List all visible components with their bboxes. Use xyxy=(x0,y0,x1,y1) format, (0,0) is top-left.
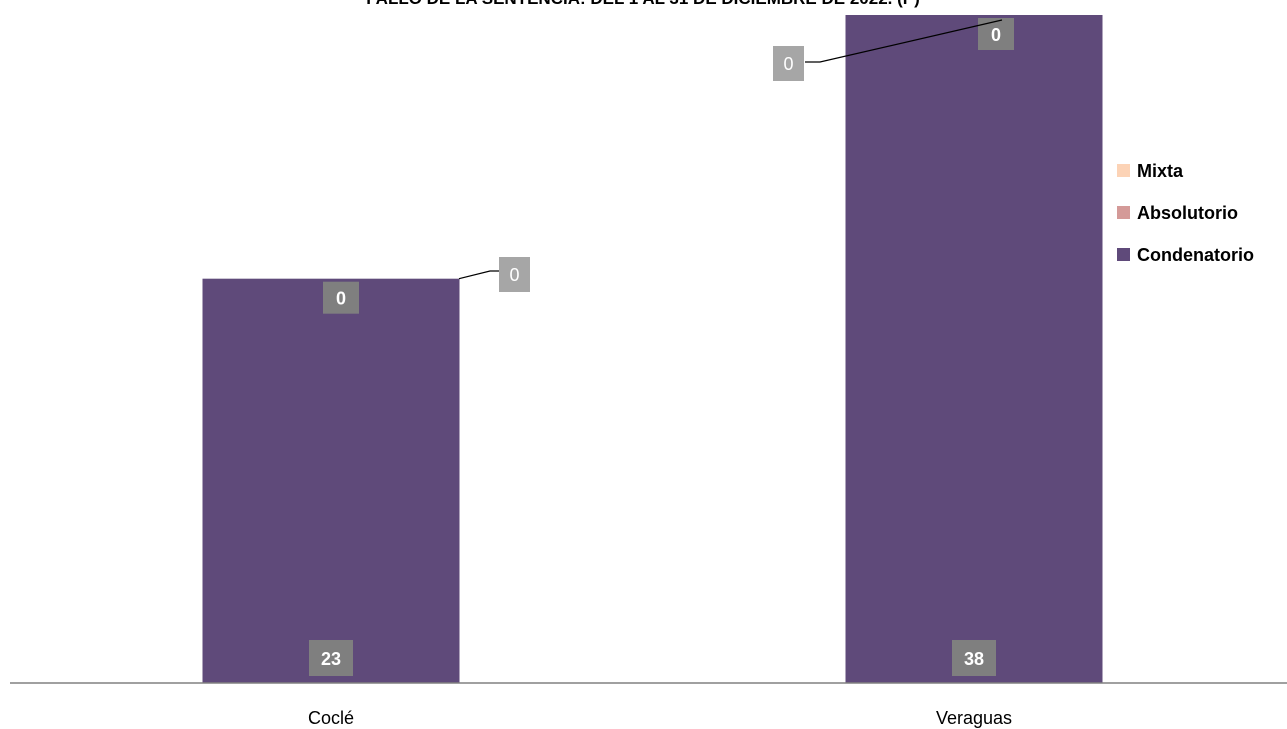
data-label-box xyxy=(773,46,804,81)
category-labels-layer: Coclé Veraguas xyxy=(308,708,1012,728)
legend-swatch xyxy=(1117,164,1130,177)
data-label-text: 0 xyxy=(336,289,346,309)
legend-item-absolutorio: Absolutorio xyxy=(1117,203,1238,223)
legend-label: Absolutorio xyxy=(1137,203,1238,223)
data-label-text: 0 xyxy=(509,265,519,285)
legend-label: Mixta xyxy=(1137,161,1184,181)
category-label-veraguas: Veraguas xyxy=(936,708,1012,728)
callout-leader-line xyxy=(805,19,1003,63)
bars-layer xyxy=(202,15,1103,683)
legend-swatch xyxy=(1117,206,1130,219)
data-label-text: 38 xyxy=(964,649,984,669)
legend: Mixta Absolutorio Condenatorio xyxy=(1117,161,1254,265)
data-label-text: 23 xyxy=(321,649,341,669)
category-label-cocle: Coclé xyxy=(308,708,354,728)
legend-item-condenatorio: Condenatorio xyxy=(1117,245,1254,265)
data-label-absolutorio-cocle: 0 xyxy=(323,281,359,314)
data-label-mixta-veraguas: 0 xyxy=(773,19,1003,81)
bar-condenatorio-cocle xyxy=(202,278,460,683)
data-label-text: 0 xyxy=(991,25,1001,45)
callout-leader-line xyxy=(458,270,499,280)
legend-item-mixta: Mixta xyxy=(1117,161,1184,181)
chart-title: FALLO DE LA SENTENCIA: DEL 1 AL 31 DE DI… xyxy=(366,0,920,8)
legend-label: Condenatorio xyxy=(1137,245,1254,265)
data-label-condenatorio-cocle: 23 xyxy=(309,640,353,676)
data-label-box xyxy=(323,281,359,314)
data-label-text: 0 xyxy=(783,54,793,74)
data-labels-layer: 23 0 0 38 0 0 xyxy=(309,18,1014,676)
data-label-box xyxy=(499,257,530,292)
data-label-condenatorio-veraguas: 38 xyxy=(952,640,996,676)
data-label-absolutorio-veraguas: 0 xyxy=(978,18,1014,50)
data-label-box xyxy=(952,640,996,676)
data-label-box xyxy=(978,18,1014,50)
bar-condenatorio-veraguas xyxy=(845,15,1103,683)
data-label-box xyxy=(309,640,353,676)
legend-swatch xyxy=(1117,248,1130,261)
data-label-mixta-cocle: 0 xyxy=(458,257,530,292)
